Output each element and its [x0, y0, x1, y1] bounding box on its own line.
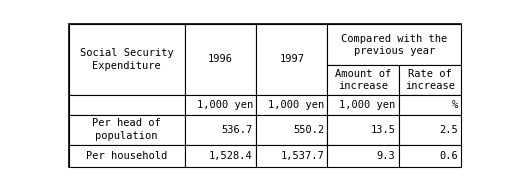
Text: Amount of
increase: Amount of increase — [335, 69, 391, 91]
Text: Social Security
Expenditure: Social Security Expenditure — [80, 48, 174, 71]
Text: 13.5: 13.5 — [371, 125, 396, 135]
Text: 1,000 yen: 1,000 yen — [339, 100, 396, 110]
Bar — [69, 145, 185, 167]
Bar — [256, 115, 327, 145]
Text: 2.5: 2.5 — [439, 125, 458, 135]
Bar — [69, 24, 185, 95]
Bar — [399, 145, 461, 167]
Text: 1996: 1996 — [208, 54, 233, 64]
Bar — [327, 115, 399, 145]
Bar — [327, 24, 461, 66]
Text: 1,537.7: 1,537.7 — [281, 151, 324, 161]
Bar — [327, 145, 399, 167]
Text: 1,000 yen: 1,000 yen — [196, 100, 253, 110]
Bar — [185, 145, 256, 167]
Bar — [327, 66, 399, 95]
Bar — [256, 24, 327, 95]
Bar — [185, 115, 256, 145]
Bar — [69, 95, 185, 115]
Bar — [185, 24, 256, 95]
Text: 1,528.4: 1,528.4 — [209, 151, 253, 161]
Text: 536.7: 536.7 — [222, 125, 253, 135]
Text: Rate of
increase: Rate of increase — [405, 69, 455, 91]
Text: 550.2: 550.2 — [293, 125, 324, 135]
Bar — [69, 115, 185, 145]
Text: %: % — [452, 100, 458, 110]
Bar — [185, 95, 256, 115]
Bar — [256, 145, 327, 167]
Bar — [256, 95, 327, 115]
Text: 9.3: 9.3 — [377, 151, 396, 161]
Text: 1997: 1997 — [279, 54, 304, 64]
Text: 1,000 yen: 1,000 yen — [268, 100, 324, 110]
Text: Per head of
population: Per head of population — [92, 119, 161, 141]
Bar — [399, 95, 461, 115]
Bar — [399, 115, 461, 145]
Text: Per household: Per household — [86, 151, 168, 161]
Text: Compared with the
previous year: Compared with the previous year — [341, 34, 448, 56]
Bar — [399, 66, 461, 95]
Text: 0.6: 0.6 — [439, 151, 458, 161]
Bar — [327, 95, 399, 115]
